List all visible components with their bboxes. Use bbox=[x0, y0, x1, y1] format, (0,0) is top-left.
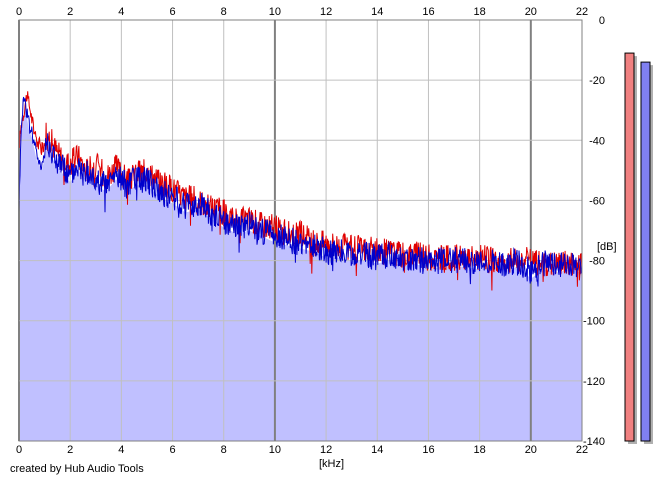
series-line-layer bbox=[18, 91, 583, 291]
y-tick-label: -140 bbox=[583, 436, 605, 448]
x-tick-label-bottom: 4 bbox=[118, 444, 124, 456]
right-channel-line bbox=[18, 96, 583, 287]
y-axis-unit-label: [dB] bbox=[597, 241, 617, 253]
x-tick-label-bottom: 18 bbox=[474, 444, 486, 456]
x-tick-label-bottom: 8 bbox=[221, 444, 227, 456]
y-tick-label: -120 bbox=[583, 376, 605, 388]
y-tick-label: 0 bbox=[599, 15, 605, 27]
x-tick-label-top: 2 bbox=[67, 6, 73, 18]
x-tick-label-top: 22 bbox=[576, 6, 588, 18]
x-tick-label-top: 20 bbox=[525, 6, 537, 18]
right-level-meter bbox=[640, 61, 651, 442]
y-tick-label: -40 bbox=[589, 135, 605, 147]
x-tick-label-bottom: 22 bbox=[576, 444, 588, 456]
plot-border bbox=[18, 19, 583, 442]
x-tick-label-top: 16 bbox=[422, 6, 434, 18]
credit-text: created by Hub Audio Tools bbox=[10, 463, 144, 475]
x-tick-label-bottom: 12 bbox=[320, 444, 332, 456]
left-level-meter bbox=[624, 52, 635, 442]
y-tick-label: -100 bbox=[583, 316, 605, 328]
x-tick-label-bottom: 20 bbox=[525, 444, 537, 456]
plot-frame bbox=[18, 19, 583, 442]
x-tick-label-top: 8 bbox=[221, 6, 227, 18]
x-tick-label-top: 14 bbox=[371, 6, 383, 18]
x-axis-unit-label: [kHz] bbox=[319, 458, 344, 470]
x-tick-label-top: 10 bbox=[269, 6, 281, 18]
x-tick-label-top: 6 bbox=[169, 6, 175, 18]
x-tick-label-top: 12 bbox=[320, 6, 332, 18]
x-tick-label-top: 0 bbox=[16, 6, 22, 18]
y-tick-label: -60 bbox=[589, 195, 605, 207]
x-tick-label-bottom: 0 bbox=[16, 444, 22, 456]
y-tick-label: -80 bbox=[589, 256, 605, 268]
level-meters bbox=[624, 52, 653, 444]
x-tick-label-top: 18 bbox=[474, 6, 486, 18]
y-tick-label: -20 bbox=[589, 75, 605, 87]
x-tick-label-bottom: 16 bbox=[422, 444, 434, 456]
y-tick-labels: 0 -20 -40 -60 -80 -100 -120 -140 bbox=[583, 15, 605, 448]
left-channel-line bbox=[18, 91, 583, 291]
x-tick-label-bottom: 6 bbox=[169, 444, 175, 456]
x-tick-label-bottom: 2 bbox=[67, 444, 73, 456]
x-tick-label-bottom: 10 bbox=[269, 444, 281, 456]
x-tick-label-top: 4 bbox=[118, 6, 124, 18]
x-tick-label-bottom: 14 bbox=[371, 444, 383, 456]
